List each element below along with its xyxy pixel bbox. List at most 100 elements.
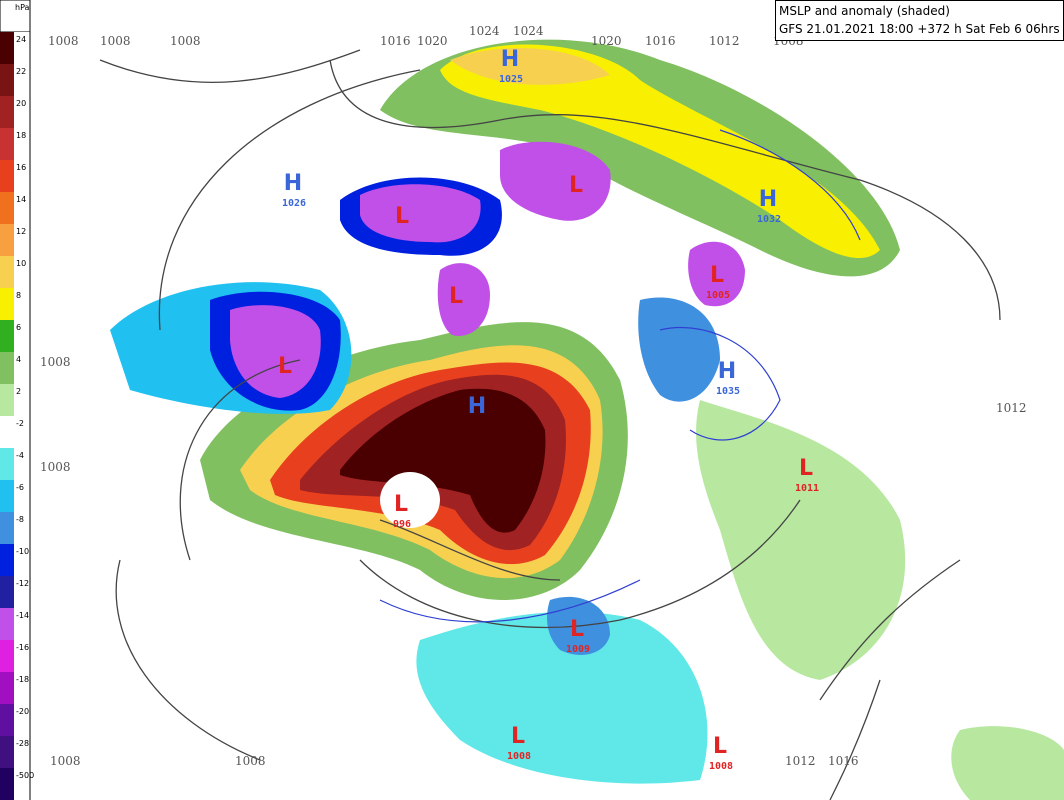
colorbar-label-bg <box>14 64 30 96</box>
title-box: MSLP and anomaly (shaded) GFS 21.01.2021… <box>775 0 1064 41</box>
colorbar-label: -2 <box>16 419 24 428</box>
isobar-label: 1012 <box>996 401 1027 415</box>
colorbar-label-bg <box>14 288 30 320</box>
colorbar-label: 18 <box>16 131 26 140</box>
center-letter: L <box>713 734 727 759</box>
colorbar-label: 20 <box>16 99 26 108</box>
colorbar-label: 16 <box>16 163 26 172</box>
center-letter: H <box>759 187 777 212</box>
colorbar-label-bg <box>14 480 30 512</box>
center-letter: H <box>501 47 519 72</box>
colorbar-swatch <box>0 480 14 512</box>
colorbar-swatch <box>0 224 14 256</box>
colorbar-swatch <box>0 192 14 224</box>
colorbar: hPa 24 22 20 18 16 14 12 10 8 6 4 2 -2 -4 -6 -8 -10 -12 -14… <box>0 0 34 800</box>
colorbar-swatch <box>0 608 14 640</box>
colorbar-label-bg <box>14 576 30 608</box>
title-line: MSLP and anomaly (shaded) <box>779 4 950 18</box>
colorbar-swatch <box>0 320 14 352</box>
isobar-label: 1012 <box>785 754 816 768</box>
colorbar-label: -12 <box>16 579 29 588</box>
colorbar-swatch <box>0 96 14 128</box>
colorbar-label-bg <box>14 736 30 768</box>
isobar-label: 1012 <box>709 34 740 48</box>
colorbar-swatch <box>0 544 14 576</box>
pressure-centers: H 1025 H 1026 H 1032 L 1005 H 1035 L 996 L 1011 L 1009 L… <box>278 47 819 772</box>
colorbar-label: 8 <box>16 291 21 300</box>
colorbar-swatch <box>0 128 14 160</box>
colorbar-swatch <box>0 256 14 288</box>
center-letter: H <box>284 171 302 196</box>
center-value: 1008 <box>507 751 531 762</box>
colorbar-swatch <box>0 384 14 416</box>
colorbar-swatch <box>0 160 14 192</box>
center-value: 1005 <box>706 290 730 301</box>
colorbar-label: -14 <box>16 611 29 620</box>
title-line: GFS 21.01.2021 18:00 +372 h Sat Feb 6 06… <box>779 22 1060 36</box>
colorbar-label: -20 <box>16 707 29 716</box>
center-letter: L <box>569 173 583 198</box>
center-letter: L <box>570 617 584 642</box>
colorbar-label-bg <box>14 160 30 192</box>
colorbar-label-bg <box>14 256 30 288</box>
colorbar-swatch <box>0 64 14 96</box>
isobar-label: 1016 <box>380 34 411 48</box>
colorbar-label: -4 <box>16 451 24 460</box>
isobar-label: 1008 <box>50 754 81 768</box>
isobar-label: 1008 <box>40 355 71 369</box>
colorbar-label: 14 <box>16 195 26 204</box>
center-letter: L <box>511 724 525 749</box>
isobars <box>99 49 1001 800</box>
colorbar-label-bg <box>14 352 30 384</box>
colorbar-swatch <box>0 640 14 672</box>
colorbar-label: -500 <box>16 771 34 780</box>
center-value: 1032 <box>757 214 781 225</box>
center-letter: L <box>710 263 724 288</box>
isobar-label: 1024 <box>513 24 544 38</box>
isobar-label: 1016 <box>645 34 676 48</box>
isobar-label: 1020 <box>591 34 622 48</box>
colorbar-swatch <box>0 32 14 64</box>
center-letter: L <box>395 204 409 229</box>
colorbar-head <box>0 0 31 33</box>
colorbar-label: 22 <box>16 67 26 76</box>
colorbar-label: 12 <box>16 227 26 236</box>
colorbar-label-bg <box>14 416 30 448</box>
colorbar-unit: hPa <box>15 3 30 12</box>
title-frame <box>775 0 1064 41</box>
colorbar-swatch <box>0 736 14 768</box>
colorbar-label-bg <box>14 608 30 640</box>
isobar-label: 1008 <box>40 460 71 474</box>
colorbar-label: -18 <box>16 675 29 684</box>
colorbar-swatch <box>0 512 14 544</box>
isobar-label: 1008 <box>170 34 201 48</box>
colorbar-label-bg <box>14 320 30 352</box>
center-value: 1035 <box>716 386 740 397</box>
center-value: 1025 <box>499 74 523 85</box>
colorbar-label-bg <box>14 704 30 736</box>
colorbar-label-bg <box>14 512 30 544</box>
center-value: 1026 <box>282 198 306 209</box>
center-value: 1011 <box>795 483 819 494</box>
colorbar-swatch <box>0 448 14 480</box>
colorbar-label: 4 <box>16 355 21 364</box>
colorbar-label-bg <box>14 448 30 480</box>
colorbar-swatch <box>0 704 14 736</box>
isobar-label: 1008 <box>48 34 79 48</box>
colorbar-label-bg <box>14 672 30 704</box>
colorbar-label: -28 <box>16 739 29 748</box>
center-value: 996 <box>393 519 411 530</box>
colorbar-label: -6 <box>16 483 24 492</box>
isobar-label: 1020 <box>417 34 448 48</box>
colorbar-label-bg <box>14 640 30 672</box>
colorbar-label: 24 <box>16 35 26 44</box>
colorbar-label-bg <box>14 192 30 224</box>
colorbar-label-bg <box>14 384 30 416</box>
center-letter: L <box>799 456 813 481</box>
colorbar-label: -8 <box>16 515 24 524</box>
colorbar-label-bg <box>14 32 30 64</box>
center-letter: L <box>449 284 463 309</box>
colorbar-label: 6 <box>16 323 21 332</box>
isobar-label: 1008 <box>100 34 131 48</box>
